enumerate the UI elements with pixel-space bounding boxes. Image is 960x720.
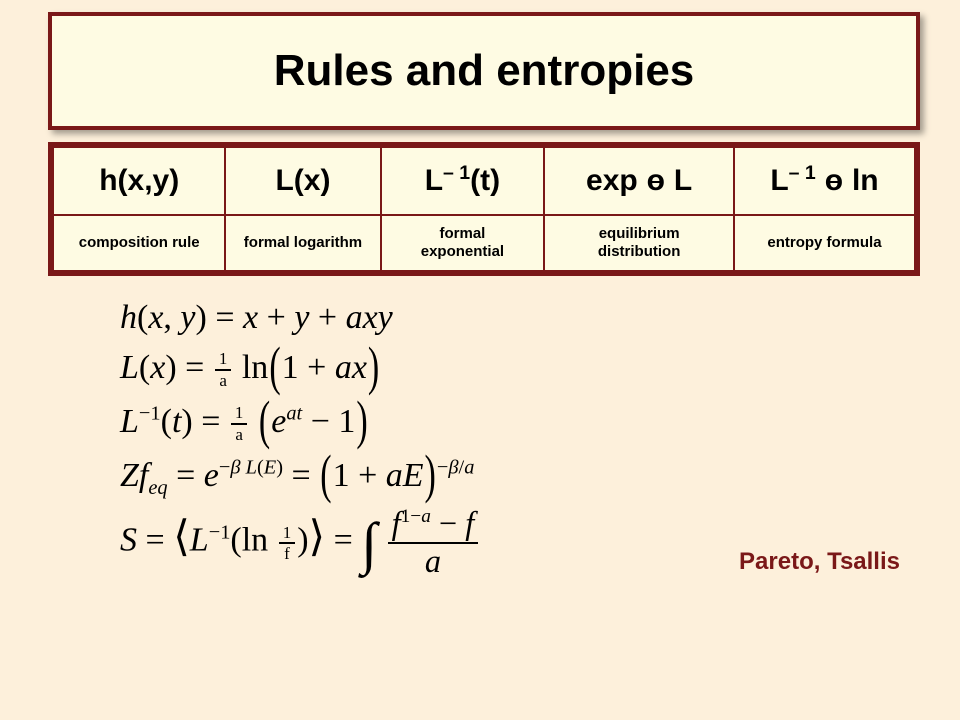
label-cell: composition rule [53,215,225,271]
formula-line: L−1(t) = 1a (eat − 1) [120,404,480,444]
header-cell: L– 1 ln [734,147,915,215]
formula-line: L(x) = 1a ln(1 + ax) [120,350,480,390]
label-cell: formal logarithm [225,215,380,271]
header-cell: exp L [544,147,734,215]
label-cell: formalexponential [381,215,545,271]
header-cell: h(x,y) [53,147,225,215]
formula-line: Zfeq = e−β L(E) = (1 + aE)−β/a [120,458,480,494]
label-cell: equilibriumdistribution [544,215,734,271]
title-panel: Rules and entropies [48,12,920,130]
slide-title: Rules and entropies [274,46,695,96]
label-cell: entropy formula [734,215,915,271]
mapping-table: h(x,y)L(x)L– 1(t)exp LL– 1 ln compositio… [48,142,920,276]
formula-line: S = ⟨L−1(ln 1f)⟩ = ∫ f1−a − fa [120,507,480,579]
header-cell: L– 1(t) [381,147,545,215]
reference-note: Pareto, Tsallis [739,548,900,576]
formula-line: h(x, y) = x + y + axy [120,300,480,336]
header-cell: L(x) [225,147,380,215]
formula-block: h(x, y) = x + y + axy L(x) = 1a ln(1 + ax… [120,300,480,593]
